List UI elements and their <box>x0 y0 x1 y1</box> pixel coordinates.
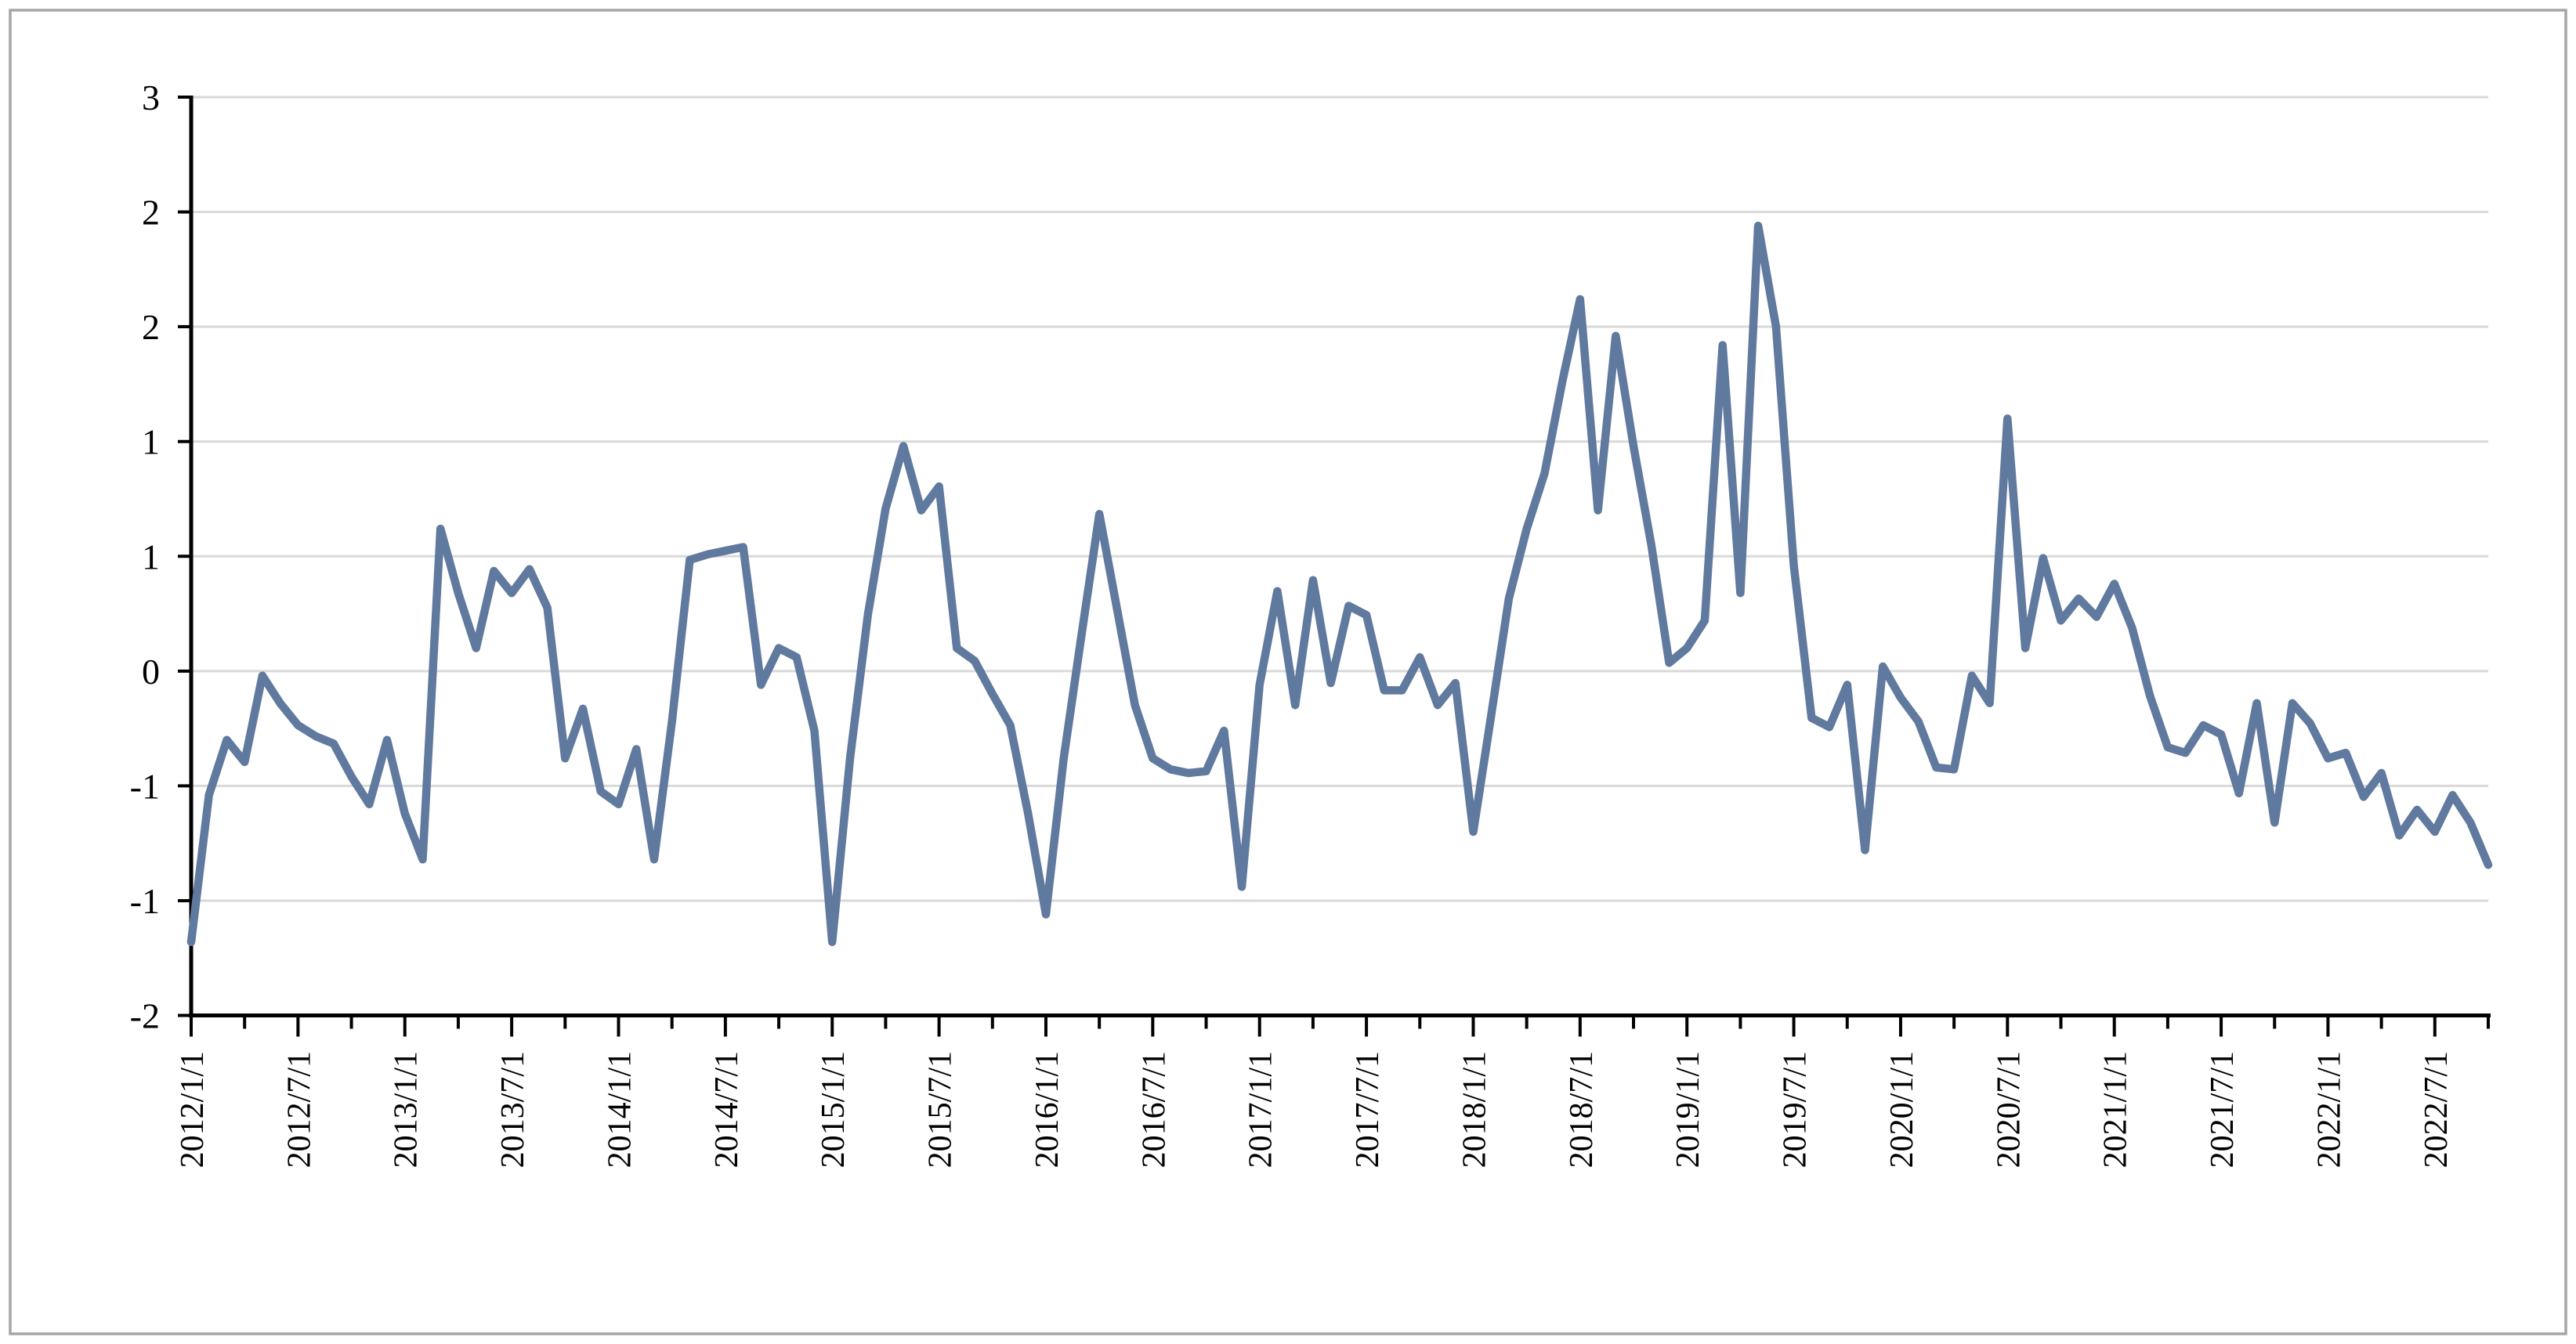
x-tick-label: 2014/7/1 <box>709 1051 745 1168</box>
x-tick-label: 2018/7/1 <box>1564 1051 1600 1168</box>
x-tick-label: 2016/1/1 <box>1029 1051 1065 1168</box>
series-line <box>186 221 2493 946</box>
y-tick-label: 3 <box>142 78 160 117</box>
y-tick-label: 0 <box>142 652 160 692</box>
x-tick-label: 2016/7/1 <box>1136 1051 1172 1168</box>
x-tick-label: 2013/1/1 <box>389 1051 425 1168</box>
y-tick-label: 1 <box>142 537 160 576</box>
x-tick-label: 2022/7/1 <box>2419 1051 2455 1168</box>
y-tick-label: 2 <box>142 307 160 347</box>
y-tick-label: 1 <box>142 422 160 462</box>
x-tick-label: 2015/7/1 <box>923 1051 959 1168</box>
x-tick-label: 2018/1/1 <box>1456 1051 1492 1168</box>
x-tick-label: 2019/7/1 <box>1778 1051 1814 1168</box>
x-tick-label: 2017/1/1 <box>1243 1051 1279 1168</box>
x-tick-label: 2015/1/1 <box>816 1051 852 1168</box>
y-tick-label: 2 <box>142 193 160 233</box>
x-tick-label: 2019/1/1 <box>1670 1051 1706 1168</box>
y-tick-label: -1 <box>130 766 160 806</box>
y-tick-label: -2 <box>130 996 160 1036</box>
x-tick-label: 2013/7/1 <box>495 1051 531 1168</box>
x-tick-label: 2020/1/1 <box>1884 1051 1920 1168</box>
x-tick-label: 2022/1/1 <box>2311 1051 2347 1168</box>
x-tick-label: 2017/7/1 <box>1350 1051 1386 1168</box>
x-tick-label: 2020/7/1 <box>1991 1051 2027 1168</box>
chart-border <box>9 9 2567 1335</box>
x-tick-label: 2014/1/1 <box>602 1051 638 1168</box>
x-tick-label: 2021/7/1 <box>2205 1051 2241 1168</box>
y-tick-label: -1 <box>130 881 160 921</box>
x-tick-label: 2021/1/1 <box>2098 1051 2134 1168</box>
x-tick-label: 2012/7/1 <box>281 1051 317 1168</box>
x-tick-label: 2012/1/1 <box>175 1051 211 1168</box>
